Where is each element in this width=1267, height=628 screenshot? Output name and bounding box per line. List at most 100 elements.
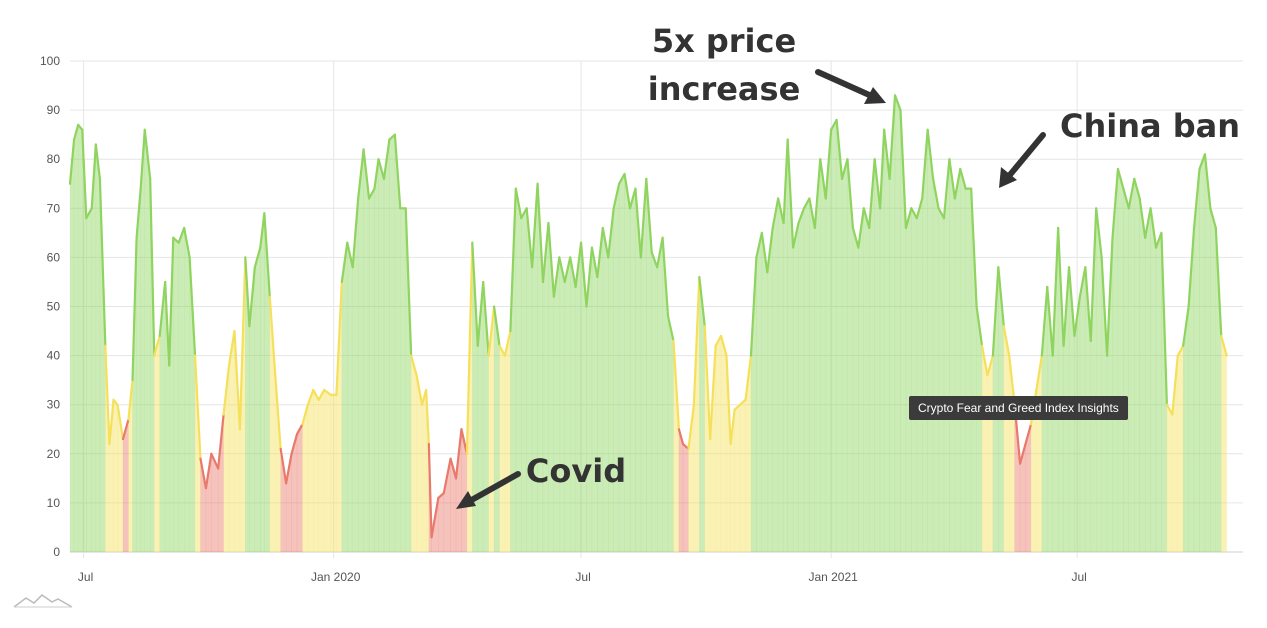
area-segment — [86, 207, 92, 553]
series-line-segment — [980, 344, 989, 377]
series-line-segment — [1187, 226, 1196, 308]
series-line-segment — [373, 158, 380, 190]
series-line-segment — [177, 226, 186, 244]
series-line-segment — [1160, 231, 1168, 406]
area-segment — [858, 208, 865, 553]
mountain-logo-icon — [13, 594, 73, 608]
series-line-segment — [153, 334, 161, 357]
area-segment — [378, 159, 385, 553]
series-line-segment — [819, 158, 827, 200]
series-line-segment — [1198, 153, 1207, 171]
series-line-segment — [786, 138, 795, 249]
y-tick-label: 80 — [47, 152, 61, 166]
series-line-segment — [692, 275, 701, 406]
area-segment — [1177, 344, 1184, 553]
series-line-segment — [437, 491, 445, 500]
series-line-segment — [531, 182, 539, 269]
series-line-segment — [1040, 285, 1049, 357]
area-segment — [651, 252, 658, 553]
series-line-segment — [910, 207, 918, 220]
series-line-segment — [862, 207, 871, 230]
series-line-segment — [771, 197, 780, 230]
annotation-covid-line-1: Covid — [526, 452, 626, 490]
series-line-segment — [312, 388, 320, 401]
area-segment — [591, 247, 598, 553]
series-line-segment — [824, 128, 833, 200]
series-line-segment — [687, 403, 695, 450]
series-line-segment — [639, 177, 648, 259]
area-segment — [981, 345, 988, 553]
area-segment — [400, 208, 406, 553]
area-segment — [1155, 232, 1162, 553]
series-line-segment — [323, 388, 333, 396]
series-line-segment — [558, 256, 566, 284]
series-line-segment — [1046, 285, 1054, 357]
series-line-segment — [233, 329, 242, 431]
series-line-segment — [579, 241, 588, 308]
series-line-segment — [650, 251, 659, 269]
series-line-segment — [1111, 167, 1120, 239]
y-axis-ticks: 0 10 20 30 40 50 60 70 80 90 100 — [40, 54, 60, 559]
series-line-segment — [509, 187, 517, 333]
area-segment — [323, 389, 332, 553]
area-segment — [678, 429, 684, 553]
area-segment — [798, 208, 805, 553]
series-line-segment — [1171, 354, 1179, 416]
series-line-segment — [295, 423, 304, 436]
series-line-segment — [1018, 442, 1027, 465]
series-line-segment — [222, 364, 231, 416]
area-segment — [1150, 208, 1157, 553]
y-tick-label: 30 — [47, 398, 61, 412]
series-line-segment — [274, 374, 282, 450]
series-line-segment — [410, 354, 418, 377]
area-segment — [504, 330, 511, 553]
series-line-segment — [90, 143, 97, 210]
series-line-segment — [672, 339, 681, 431]
series-line-segment — [377, 158, 386, 180]
area-segment — [894, 95, 901, 553]
series-line-segment — [1024, 423, 1033, 446]
series-line-segment — [666, 315, 675, 342]
area-segment — [949, 159, 956, 553]
series-line-segment — [449, 457, 458, 480]
area-segment — [347, 242, 353, 553]
series-line-segment — [204, 452, 213, 490]
area-segment — [1134, 178, 1140, 553]
area-segment — [1210, 208, 1217, 553]
series-line-segment — [661, 236, 670, 318]
area-segment — [938, 207, 945, 553]
series-line-segment — [367, 187, 376, 200]
series-line-segment — [970, 187, 978, 308]
series-line-segment — [482, 280, 490, 357]
area-segment — [499, 344, 506, 553]
annotation-china-ban-arrowhead — [999, 167, 1017, 188]
series-line-segment — [628, 187, 637, 210]
area-segment — [254, 247, 261, 553]
area-segment — [841, 159, 848, 553]
series-line-segment — [883, 128, 891, 180]
y-tick-label: 100 — [40, 54, 60, 68]
area-segment — [720, 335, 727, 553]
area-segment — [318, 389, 325, 553]
area-segment — [1144, 208, 1151, 553]
series-line-segment — [1067, 266, 1076, 338]
area-segment — [803, 197, 810, 553]
area-segment — [368, 187, 375, 553]
series-line-segment — [1089, 207, 1098, 342]
series-line-segment — [503, 329, 512, 357]
series-line-segment — [975, 305, 984, 347]
area-segment — [296, 423, 303, 553]
area-segment — [777, 198, 784, 553]
area-segment — [302, 404, 309, 553]
area-segment — [602, 227, 609, 553]
series-line-segment — [127, 379, 134, 421]
series-line-segment — [351, 197, 360, 269]
annotation-5x-price: 5x price increase — [648, 22, 886, 108]
area-segment — [173, 237, 179, 553]
series-line-segment — [143, 128, 152, 180]
area-segment — [307, 389, 314, 553]
series-line-segment — [601, 226, 610, 259]
series-line-segment — [427, 442, 433, 539]
area-segment — [154, 335, 160, 553]
series-line-segment — [1192, 167, 1201, 230]
